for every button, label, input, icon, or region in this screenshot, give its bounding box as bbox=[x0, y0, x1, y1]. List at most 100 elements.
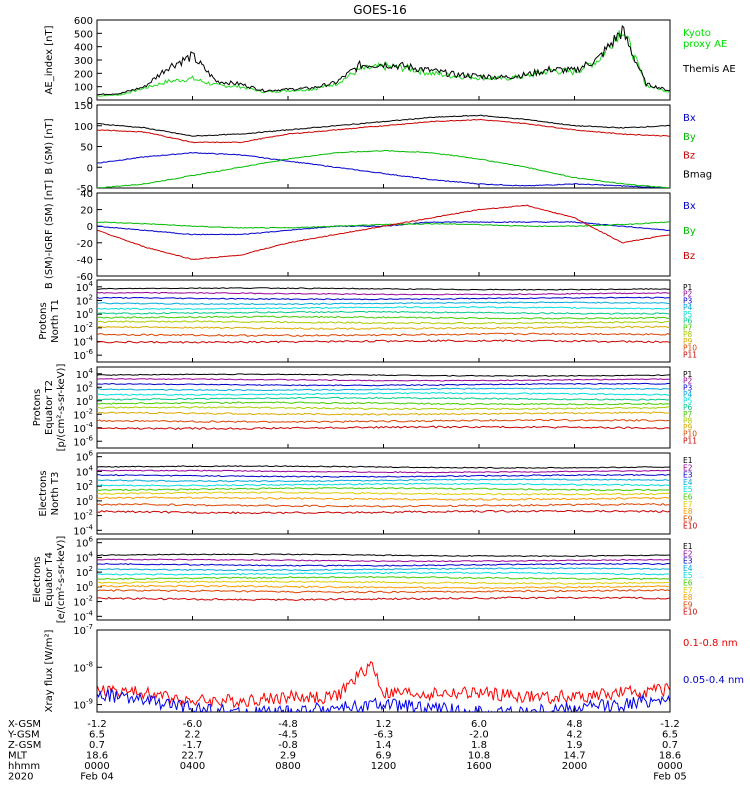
legend-label: E10 bbox=[683, 608, 698, 617]
series-line-p4 bbox=[97, 301, 670, 306]
x-axis-value: 6.5 bbox=[89, 730, 105, 741]
legend-label: P2 bbox=[683, 290, 693, 299]
x-axis-row-label: Y-GSM bbox=[7, 730, 40, 741]
legend-label: E9 bbox=[683, 600, 693, 609]
legend-label: Bz bbox=[683, 151, 695, 162]
series-line-e2 bbox=[97, 469, 670, 474]
y-axis-label: Xray flux [W/m²] bbox=[44, 630, 55, 713]
year-label: 2020 bbox=[8, 772, 33, 783]
series-line-e5 bbox=[97, 571, 670, 576]
x-axis-value: 6.0 bbox=[471, 719, 487, 730]
plot-area bbox=[97, 553, 670, 601]
series-line-p6 bbox=[97, 310, 670, 315]
legend-label: Themis AE bbox=[682, 64, 736, 75]
x-axis-value: 1600 bbox=[466, 761, 491, 772]
legend-label: By bbox=[683, 132, 696, 143]
legend-label: E1 bbox=[683, 542, 693, 551]
series-line-e1 bbox=[97, 553, 670, 558]
series-line-p9 bbox=[97, 411, 670, 416]
legend-label: E5 bbox=[683, 571, 693, 580]
x-axis-value: 1.8 bbox=[471, 740, 487, 751]
series-line-bx bbox=[97, 221, 670, 236]
series-line-p7 bbox=[97, 401, 670, 406]
series-line-themis-ae bbox=[97, 24, 670, 96]
series-line-e7 bbox=[97, 580, 670, 585]
x-axis-value: -6.0 bbox=[183, 719, 203, 730]
legend-label: P9 bbox=[683, 337, 693, 346]
series-line-e10 bbox=[97, 596, 670, 601]
panel-8: 10-7 10-8 10-9 Xray flux [W/m²] 0.1-0.8 nm 0.… bbox=[44, 623, 744, 713]
x-axis-value: 2000 bbox=[562, 761, 587, 772]
y-tick-label: 0 bbox=[87, 96, 93, 107]
x-axis-value: 0400 bbox=[180, 761, 205, 772]
series-line-p10 bbox=[97, 418, 670, 424]
panel-frame bbox=[96, 19, 671, 101]
series-line-e2 bbox=[97, 558, 670, 563]
y-tick-label: -20 bbox=[77, 239, 93, 250]
series-line-p5 bbox=[97, 306, 670, 310]
series-line-e8 bbox=[97, 584, 670, 590]
plot-area bbox=[97, 114, 670, 188]
y-tick-label: 106 bbox=[76, 450, 94, 464]
y-tick-label: 10-2 bbox=[73, 407, 93, 421]
legend-label: E7 bbox=[683, 500, 693, 509]
legend-label: By bbox=[683, 226, 696, 237]
x-axis-row-label: X-GSM bbox=[8, 719, 41, 730]
series-line-bz bbox=[97, 118, 670, 144]
panel-frame bbox=[96, 104, 671, 189]
legend-label: P5 bbox=[683, 397, 693, 406]
legend-label: P4 bbox=[683, 303, 693, 312]
y-axis-label: ElectronsNorth T3 bbox=[38, 470, 61, 516]
y-tick-label: 10-6 bbox=[73, 434, 93, 448]
legend-label: E5 bbox=[683, 485, 693, 494]
legend-label: P1 bbox=[683, 370, 693, 379]
legend-label: Bx bbox=[683, 113, 696, 124]
legend-label: P4 bbox=[683, 390, 693, 399]
legend-label: P11 bbox=[683, 350, 697, 359]
series-line-e3 bbox=[97, 562, 670, 567]
x-axis-value: 0000 bbox=[84, 761, 109, 772]
y-tick-label: 10-8 bbox=[73, 660, 93, 674]
x-axis-value: 2.9 bbox=[280, 751, 296, 762]
y-tick-label: 106 bbox=[76, 536, 94, 550]
legend-label: E4 bbox=[683, 564, 693, 573]
x-axis-value: 0000 bbox=[657, 761, 682, 772]
x-axis-value: 18.6 bbox=[86, 751, 108, 762]
series-line-p2 bbox=[97, 291, 670, 296]
y-tick-label: 102 bbox=[76, 294, 93, 308]
legend-label: E6 bbox=[683, 579, 693, 588]
plot-area bbox=[97, 660, 670, 712]
x-axis-value: -0.8 bbox=[278, 740, 298, 751]
legend-label: E6 bbox=[683, 493, 693, 502]
series-line-p4 bbox=[97, 387, 670, 392]
x-axis-value: 14.7 bbox=[563, 751, 585, 762]
series-line-e5 bbox=[97, 482, 670, 487]
legend-label: E3 bbox=[683, 471, 693, 480]
y-tick-label: 100 bbox=[76, 494, 93, 508]
y-axis-label: ProtonsNorth T1 bbox=[38, 299, 61, 343]
y-tick-label: -40 bbox=[77, 255, 93, 266]
legend-label: P6 bbox=[683, 317, 693, 326]
y-tick-label: 104 bbox=[76, 550, 94, 564]
series-line-p3 bbox=[97, 296, 670, 301]
y-tick-label: 500 bbox=[74, 29, 93, 40]
x-axis-value: -4.8 bbox=[278, 719, 298, 730]
panel-frame bbox=[96, 538, 671, 621]
y-tick-label: 104 bbox=[76, 464, 94, 478]
legend-label: P2 bbox=[683, 377, 693, 386]
x-axis-value: -1.7 bbox=[183, 740, 203, 751]
y-tick-label: 102 bbox=[76, 380, 93, 394]
x-axis-value: 2.2 bbox=[185, 730, 201, 741]
y-tick-label: 10-4 bbox=[73, 335, 93, 349]
plot-area bbox=[97, 204, 670, 260]
x-axis-value: -4.5 bbox=[278, 730, 298, 741]
series-line-e4 bbox=[97, 567, 670, 572]
y-tick-label: 20 bbox=[80, 206, 93, 217]
y-tick-label: 300 bbox=[74, 56, 93, 67]
x-axis-value: 1.4 bbox=[376, 740, 392, 751]
series-line-bx bbox=[97, 151, 670, 188]
x-axis-value: 10.8 bbox=[468, 751, 490, 762]
x-axis-value: 6.9 bbox=[376, 751, 392, 762]
